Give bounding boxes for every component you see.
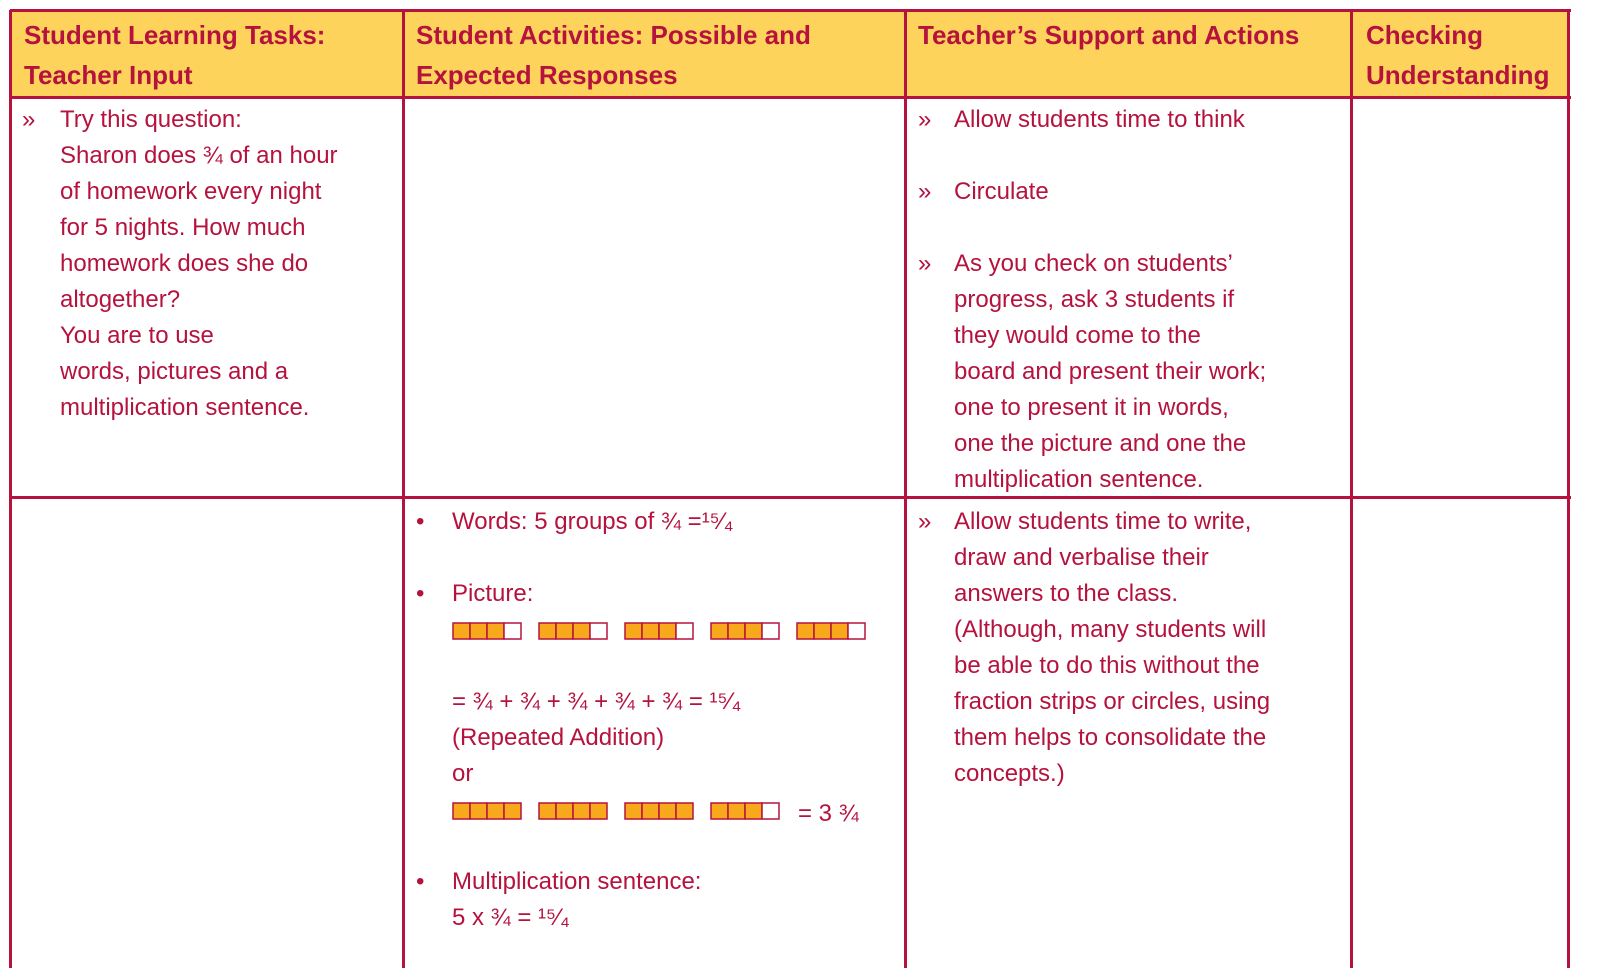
header-line: Understanding [1366, 60, 1550, 90]
header-cell: Student Activities: Possible and Expecte… [416, 15, 811, 95]
text-line: Sharon does ¾ of an hour [60, 142, 338, 169]
border [402, 10, 405, 968]
text-line: You are to use [60, 322, 214, 349]
text-line: they would come to the [954, 322, 1201, 349]
header-line: Student Activities: Possible and [416, 20, 811, 50]
header-background [10, 10, 1568, 97]
fraction-strips [452, 622, 866, 640]
text-line: words, pictures and a [60, 358, 289, 385]
list-marker: » [918, 106, 932, 133]
text-line: altogether? [60, 286, 181, 313]
border [9, 10, 12, 968]
text-line: Circulate [954, 178, 1049, 205]
header-line: Checking [1366, 20, 1484, 50]
list-marker: » [22, 106, 36, 133]
header-line: Expected Responses [416, 60, 678, 90]
text-line: draw and verbalise their [954, 544, 1209, 571]
text-line: progress, ask 3 students if [954, 286, 1235, 313]
text-line: be able to do this without the [954, 652, 1260, 679]
text-line: answers to the class. [954, 580, 1179, 607]
text-line: Words: 5 groups of ¾ =¹⁵⁄₄ [452, 508, 734, 535]
list-marker: » [918, 178, 932, 205]
text-line: multiplication sentence. [60, 394, 310, 421]
text-line: 5 x ¾ = ¹⁵⁄₄ [452, 904, 570, 931]
border [1350, 10, 1353, 968]
header-cell: Student Learning Tasks: Teacher Input [24, 15, 325, 95]
text-line: = ¾ + ¾ + ¾ + ¾ + ¾ = ¹⁵⁄₄ [452, 688, 742, 715]
text-line: one to present it in words, [954, 394, 1229, 421]
text-line: concepts.) [954, 760, 1065, 787]
bullet: • [416, 508, 425, 535]
header-cell: Checking Understanding [1366, 15, 1549, 95]
list-marker: » [918, 508, 932, 535]
text-line: homework does she do [60, 250, 309, 277]
border [10, 96, 1571, 99]
header-line: Student Learning Tasks: [24, 20, 326, 50]
text-line: them helps to consolidate the [954, 724, 1267, 751]
text-line: one the picture and one the [954, 430, 1247, 457]
text-line: for 5 nights. How much [60, 214, 306, 241]
header-cell: Teacher’s Support and Actions [918, 15, 1299, 55]
border [10, 9, 1571, 12]
text-line: Multiplication sentence: [452, 868, 702, 895]
header-line: Teacher Input [24, 60, 193, 90]
text-line: fraction strips or circles, using [954, 688, 1271, 715]
text-line: Allow students time to think [954, 106, 1245, 133]
text-line: Allow students time to write, [954, 508, 1252, 535]
bullet: • [416, 580, 425, 607]
text-line: of homework every night [60, 178, 322, 205]
border [1567, 10, 1570, 968]
fraction-strips [452, 802, 780, 820]
text-line: board and present their work; [954, 358, 1267, 385]
text-line: (Although, many students will [954, 616, 1267, 643]
text-line: (Repeated Addition) [452, 724, 665, 751]
bullet: • [416, 868, 425, 895]
text-line: As you check on students’ [954, 250, 1233, 277]
text-line: Try this question: [60, 106, 242, 133]
list-marker: » [918, 250, 932, 277]
header-line: Teacher’s Support and Actions [918, 20, 1300, 50]
text-line: = 3 ¾ [798, 800, 859, 827]
border [10, 496, 1571, 499]
text-line: multiplication sentence. [954, 466, 1204, 493]
border [904, 10, 907, 968]
text-line: or [452, 760, 474, 787]
text-line: Picture: [452, 580, 534, 607]
